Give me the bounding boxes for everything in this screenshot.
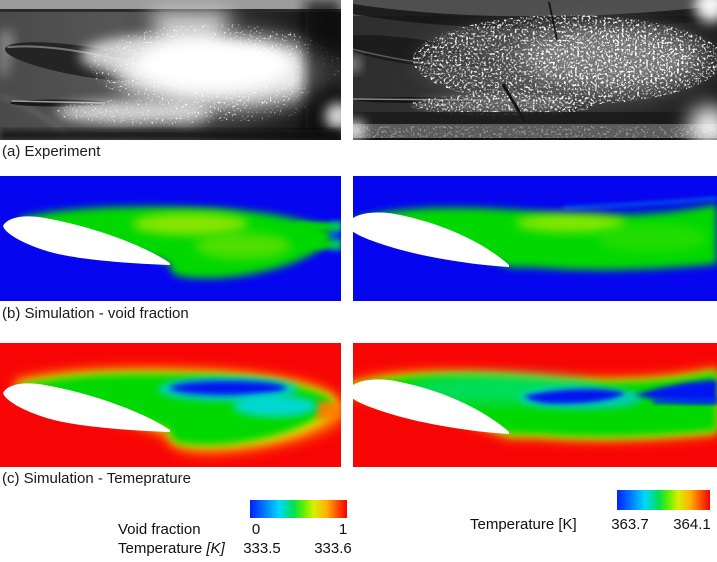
hydrofoil-shape (353, 212, 509, 267)
experiment-photo-left-graphic (0, 0, 341, 140)
experiment-photo-right (353, 0, 717, 140)
temperature-legend-label-right: Temperature [K] (470, 516, 577, 533)
void-fraction-min-value: 0 (251, 521, 261, 538)
experiment-photo-left (0, 0, 341, 140)
void-fraction-left-graphic (0, 176, 341, 301)
temperature-max-value-left: 333.6 (314, 540, 352, 557)
temperature-min-value-right: 363.7 (611, 516, 649, 533)
temperature-unit-text: [K] (206, 540, 225, 557)
temperature-colorbar-right (617, 490, 710, 510)
temperature-right-graphic (353, 343, 717, 467)
void-fraction-temperature-colorbar (250, 500, 347, 518)
caption-experiment: (a) Experiment (2, 143, 101, 160)
temperature-min-value-left: 333.5 (243, 540, 281, 557)
void-fraction-legend-label: Void fraction (118, 521, 201, 538)
void-fraction-right-graphic (353, 176, 717, 301)
temperature-sim-left (0, 343, 341, 467)
void-fraction-sim-left (0, 176, 341, 301)
caption-temperature: (c) Simulation - Temeprature (2, 470, 191, 487)
temperature-max-value-right: 364.1 (673, 516, 711, 533)
void-fraction-max-value: 1 (338, 521, 348, 538)
temperature-label-text: Temperature (118, 540, 203, 557)
temperature-sim-right (353, 343, 717, 467)
hydrofoil-shape (353, 379, 509, 434)
temperature-legend-label-left: Temperature [K] (118, 540, 225, 558)
experiment-photo-right-graphic (353, 0, 717, 140)
hydrofoil-shape (3, 383, 170, 432)
hydrofoil-shape (3, 216, 170, 265)
caption-void-fraction: (b) Simulation - void fraction (2, 305, 189, 322)
void-fraction-sim-right (353, 176, 717, 301)
temperature-left-graphic (0, 343, 341, 467)
